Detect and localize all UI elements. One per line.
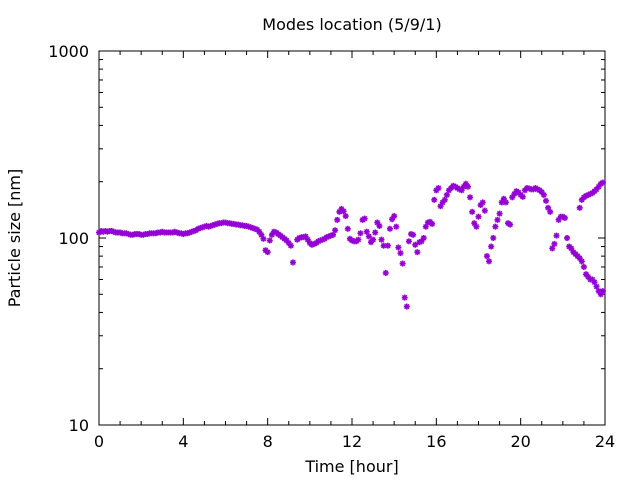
data-point xyxy=(547,208,554,215)
x-tick-label: 16 xyxy=(426,432,446,451)
data-point xyxy=(330,231,337,238)
data-point xyxy=(332,227,339,234)
data-point xyxy=(490,235,497,241)
y-tick-label: 100 xyxy=(58,229,89,248)
data-point xyxy=(410,231,417,238)
data-point xyxy=(340,208,347,215)
data-point xyxy=(287,242,294,249)
y-tick-label: 1000 xyxy=(48,42,89,61)
data-point xyxy=(542,197,549,204)
data-point xyxy=(431,196,438,203)
data-point xyxy=(553,232,560,239)
data-point xyxy=(266,237,273,244)
data-point xyxy=(551,240,558,247)
data-point xyxy=(342,213,349,220)
data-point xyxy=(464,183,471,190)
data-point xyxy=(414,249,421,256)
data-point xyxy=(355,236,362,243)
data-point xyxy=(289,259,296,266)
data-point xyxy=(386,225,393,232)
x-axis-label: Time [hour] xyxy=(304,457,398,476)
data-point xyxy=(397,250,404,257)
x-tick-label: 24 xyxy=(595,432,615,451)
data-point xyxy=(412,241,419,248)
data-point xyxy=(576,204,583,211)
data-point xyxy=(467,194,474,201)
data-point xyxy=(378,236,385,243)
data-point xyxy=(365,233,372,240)
data-point xyxy=(481,207,488,214)
data-point xyxy=(492,223,499,230)
data-point xyxy=(405,238,412,245)
data-point xyxy=(494,216,501,223)
data-point xyxy=(376,222,383,229)
data-point xyxy=(382,269,389,276)
data-point xyxy=(540,191,547,198)
data-point xyxy=(370,236,377,243)
data-point xyxy=(429,220,436,227)
data-point xyxy=(443,191,450,198)
data-point xyxy=(357,230,364,237)
data-point xyxy=(399,260,406,267)
chart-title: Modes location (5/9/1) xyxy=(262,15,441,34)
data-point xyxy=(599,288,606,295)
data-point xyxy=(564,235,571,241)
data-point xyxy=(549,245,556,252)
data-point xyxy=(380,242,387,249)
data-point xyxy=(420,235,427,241)
data-point xyxy=(403,303,410,310)
x-tick-label: 20 xyxy=(510,432,530,451)
data-point xyxy=(580,263,587,270)
data-point xyxy=(469,208,476,215)
x-tick-label: 4 xyxy=(178,432,188,451)
data-point xyxy=(344,225,351,232)
data-point xyxy=(561,214,568,221)
x-tick-label: 8 xyxy=(263,432,273,451)
axis-ticks: 0 4 8 12 16 20 24 10 100 1000 xyxy=(48,42,615,451)
data-point xyxy=(475,213,482,220)
data-point xyxy=(363,228,370,235)
data-point xyxy=(441,196,448,203)
data-point xyxy=(260,235,267,242)
data-point xyxy=(264,249,271,256)
data-point xyxy=(599,179,606,186)
data-point xyxy=(519,193,526,200)
data-point xyxy=(486,258,493,265)
data-point xyxy=(488,243,495,250)
data-points xyxy=(96,179,606,310)
data-point xyxy=(479,199,486,206)
data-point xyxy=(473,223,480,230)
data-point xyxy=(361,215,368,222)
data-point xyxy=(507,221,514,228)
data-point xyxy=(483,253,490,260)
y-axis-label: Particle size [nm] xyxy=(5,169,24,308)
y-tick-label: 10 xyxy=(69,416,89,435)
data-point xyxy=(393,223,400,230)
data-point xyxy=(496,210,503,217)
data-point xyxy=(593,283,600,290)
data-point xyxy=(578,258,585,265)
x-tick-label: 12 xyxy=(342,432,362,451)
data-point xyxy=(391,213,398,220)
data-point xyxy=(334,216,341,223)
data-point xyxy=(384,242,391,249)
data-point xyxy=(435,185,442,192)
data-point xyxy=(395,244,402,251)
data-point xyxy=(401,294,408,301)
data-point xyxy=(502,199,509,206)
data-point xyxy=(372,229,379,236)
x-tick-label: 0 xyxy=(94,432,104,451)
